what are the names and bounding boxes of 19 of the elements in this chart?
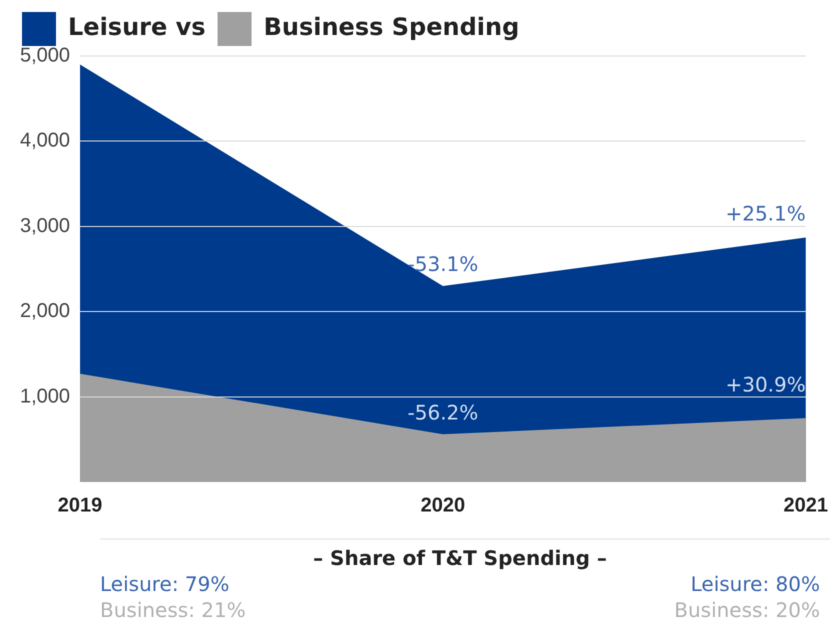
y-tick-label: 5,000	[20, 44, 70, 67]
x-tick-label: 2020	[420, 494, 466, 517]
y-tick-label: 3,000	[20, 214, 70, 237]
x-tick-label: 2019	[58, 494, 102, 517]
y-tick-label: 2,000	[20, 300, 70, 322]
annotation: -56.2%	[408, 400, 478, 424]
annotation: +25.1%	[725, 202, 806, 226]
text: Business: 21%	[100, 598, 246, 622]
text: Leisure: 80%	[690, 572, 820, 596]
annotation: -53.1%	[408, 252, 478, 276]
legend-label: Business Spending	[264, 13, 520, 42]
y-tick-label: 1,000	[20, 385, 70, 408]
x-tick-label: 2021	[784, 494, 828, 517]
text: Business: 20%	[674, 598, 820, 622]
text: – Share of T&T Spending –	[313, 546, 607, 570]
text: Leisure: 79%	[100, 572, 230, 596]
legend-label: Leisure vs	[68, 13, 206, 42]
y-tick-label: 4,000	[20, 130, 70, 152]
annotation: +30.9%	[725, 372, 806, 396]
